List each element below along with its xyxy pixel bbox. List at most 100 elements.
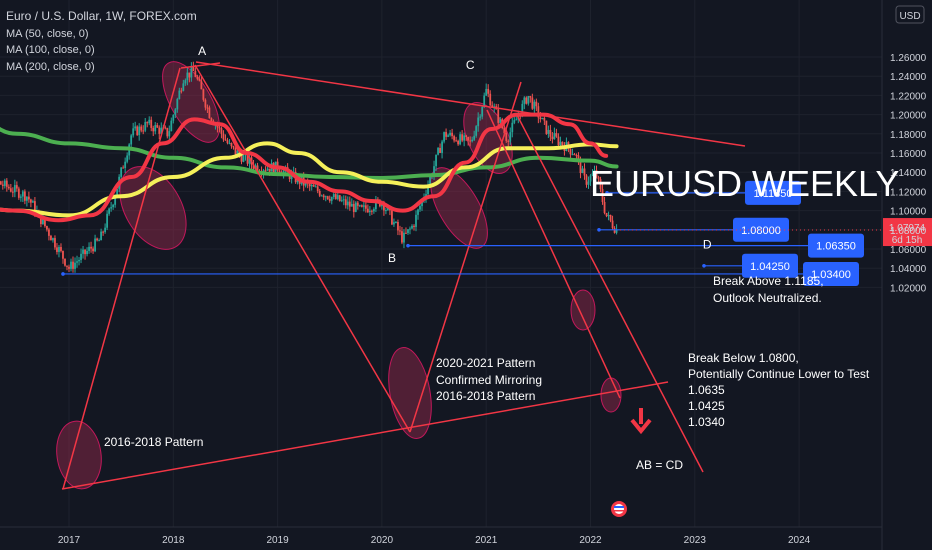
candle-body xyxy=(206,107,209,109)
price-level-label: 1.03400 xyxy=(811,269,851,281)
candle-body xyxy=(15,185,18,189)
candle-body xyxy=(515,119,518,121)
candle-body xyxy=(130,135,133,145)
pattern-2016-note: 2016-2018 Pattern xyxy=(104,435,203,449)
candle-body xyxy=(208,107,211,119)
candle-body xyxy=(84,249,86,255)
x-tick-label: 2021 xyxy=(475,535,498,546)
x-tick-label: 2023 xyxy=(684,535,707,546)
candle-body xyxy=(529,96,532,98)
candle-body xyxy=(559,141,562,145)
x-tick-label: 2022 xyxy=(579,535,602,546)
candle-body xyxy=(395,222,397,224)
y-tick-label: 1.16000 xyxy=(890,149,927,160)
candle-body xyxy=(551,136,554,140)
candle-body xyxy=(86,250,88,255)
candle-body xyxy=(605,212,608,217)
candle-body xyxy=(134,126,137,129)
candle-body xyxy=(92,248,94,252)
candle-body xyxy=(342,199,345,201)
candle-body xyxy=(457,140,460,145)
candle-body xyxy=(224,139,227,141)
candle-body xyxy=(256,165,259,173)
y-tick-label: 1.02000 xyxy=(890,283,927,294)
trendline xyxy=(486,109,621,399)
candle-body xyxy=(136,126,139,136)
candle-body xyxy=(387,207,389,211)
price-level-anchor[interactable] xyxy=(61,272,65,276)
candle-body xyxy=(226,140,229,144)
x-tick-label: 2017 xyxy=(58,535,81,546)
candle-body xyxy=(603,201,606,213)
currency-button[interactable]: USD xyxy=(895,5,925,24)
candle-body xyxy=(116,188,119,197)
candle-body xyxy=(569,148,572,155)
price-level-box[interactable] xyxy=(803,261,859,286)
candle-body xyxy=(336,195,339,199)
y-tick-label: 1.20000 xyxy=(890,111,927,122)
candle-body xyxy=(535,101,538,107)
ma-100-label[interactable]: MA (100, close, 0) xyxy=(6,44,95,56)
chart-title: EURUSD WEEKLY xyxy=(590,163,899,204)
price-level-box[interactable] xyxy=(745,180,801,205)
candle-body xyxy=(68,266,70,269)
candle-body xyxy=(481,107,484,117)
horizontal-levels: 1.11850 1.08000 1.06350 1.04250 1.03400 1.079… xyxy=(61,180,932,286)
candle-body xyxy=(196,76,199,79)
trendlines xyxy=(61,61,746,490)
candle-body xyxy=(242,155,245,162)
down-arrow-icon xyxy=(630,408,652,435)
candle-body xyxy=(401,231,403,243)
price-level-anchor[interactable] xyxy=(702,264,706,268)
candle-body xyxy=(11,191,14,193)
candle-body xyxy=(445,132,447,137)
candle-body xyxy=(72,261,74,269)
price-level-box[interactable] xyxy=(742,253,798,278)
candle-body xyxy=(17,188,20,198)
candle-body xyxy=(344,199,347,206)
candle-body xyxy=(348,201,351,207)
candle-body xyxy=(198,78,201,81)
candle-body xyxy=(611,220,614,229)
candle-body xyxy=(370,210,373,212)
candle-body xyxy=(523,97,526,104)
candle-body xyxy=(178,90,181,100)
candle-body xyxy=(547,129,550,134)
candle-body xyxy=(539,117,542,120)
candle-body xyxy=(34,201,36,214)
candle-body xyxy=(537,106,540,118)
price-level-anchor[interactable] xyxy=(597,228,601,232)
candle-body xyxy=(190,66,193,78)
ma-200-label[interactable]: MA (200, close, 0) xyxy=(6,61,95,73)
candle-body xyxy=(449,132,451,136)
svg-text:USD: USD xyxy=(899,11,920,22)
candle-body xyxy=(44,218,46,227)
candle-body xyxy=(58,246,60,252)
y-tick-label: 1.10000 xyxy=(890,207,927,218)
candle-body xyxy=(374,199,377,210)
candle-body xyxy=(46,226,48,230)
break-below-target-1: 1.0635 xyxy=(688,383,725,397)
candle-body xyxy=(595,170,598,177)
candle-body xyxy=(144,122,147,131)
candle-body xyxy=(609,215,612,221)
ma-50-label[interactable]: MA (50, close, 0) xyxy=(6,28,89,40)
price-level-anchor[interactable] xyxy=(605,191,609,195)
candle-body xyxy=(50,235,52,241)
candle-body xyxy=(437,148,439,155)
y-tick-label: 1.14000 xyxy=(890,168,927,179)
candle-body xyxy=(164,127,167,129)
candle-body xyxy=(469,140,472,142)
trendline xyxy=(195,61,746,147)
candle-body xyxy=(527,96,530,104)
candle-body xyxy=(222,133,225,140)
candle-body xyxy=(94,238,96,252)
us-flag-event-icon[interactable] xyxy=(611,501,627,517)
price-level-box[interactable] xyxy=(808,233,864,258)
trendline xyxy=(516,114,704,473)
price-level-anchor[interactable] xyxy=(406,243,410,248)
candle-body xyxy=(236,150,239,155)
candle-body xyxy=(218,127,221,129)
current-price-box xyxy=(883,218,932,247)
